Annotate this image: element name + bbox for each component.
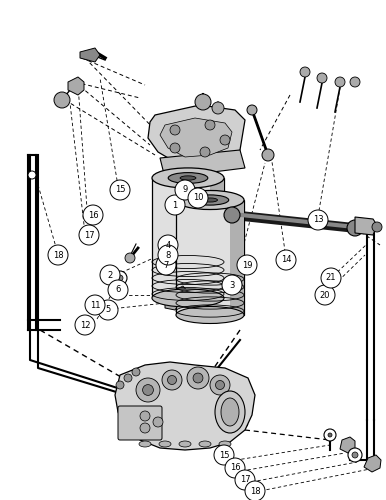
Text: 15: 15 [115, 186, 125, 194]
FancyBboxPatch shape [118, 406, 162, 440]
Text: 18: 18 [250, 486, 260, 496]
Circle shape [170, 143, 180, 153]
Circle shape [85, 295, 105, 315]
Text: 16: 16 [230, 464, 240, 472]
Circle shape [79, 225, 99, 245]
Circle shape [352, 452, 358, 458]
Circle shape [372, 222, 382, 232]
Circle shape [98, 300, 118, 320]
Circle shape [113, 271, 127, 285]
Text: 3: 3 [229, 280, 235, 289]
Circle shape [347, 220, 363, 236]
Circle shape [54, 92, 70, 108]
Text: 20: 20 [320, 290, 330, 300]
Polygon shape [165, 295, 180, 310]
Ellipse shape [159, 441, 171, 447]
Polygon shape [176, 200, 244, 315]
Polygon shape [160, 118, 232, 157]
Ellipse shape [180, 176, 196, 180]
Circle shape [116, 381, 124, 389]
Circle shape [158, 235, 178, 255]
Circle shape [117, 275, 123, 281]
Ellipse shape [179, 441, 191, 447]
Text: 2: 2 [107, 270, 113, 280]
Circle shape [235, 470, 255, 490]
Polygon shape [160, 150, 245, 178]
Circle shape [142, 384, 153, 396]
Circle shape [205, 120, 215, 130]
Circle shape [308, 210, 328, 230]
Text: 17: 17 [240, 476, 250, 484]
Circle shape [317, 73, 327, 83]
Text: 8: 8 [165, 250, 171, 260]
Text: 1: 1 [173, 200, 178, 209]
Text: 12: 12 [80, 320, 90, 330]
Polygon shape [210, 178, 224, 298]
Circle shape [28, 171, 36, 179]
Text: 10: 10 [193, 194, 203, 202]
Text: 17: 17 [84, 230, 94, 239]
Circle shape [100, 265, 120, 285]
Circle shape [335, 77, 345, 87]
Text: 14: 14 [281, 256, 291, 264]
Ellipse shape [191, 195, 229, 205]
Circle shape [214, 445, 234, 465]
Circle shape [187, 367, 209, 389]
Circle shape [170, 125, 180, 135]
Polygon shape [152, 178, 224, 298]
Polygon shape [364, 455, 381, 472]
Circle shape [328, 433, 332, 437]
Circle shape [195, 94, 211, 110]
Text: 15: 15 [219, 450, 229, 460]
Polygon shape [355, 217, 377, 235]
Ellipse shape [221, 398, 239, 426]
Circle shape [262, 149, 274, 161]
Polygon shape [80, 48, 100, 62]
Ellipse shape [219, 441, 231, 447]
Circle shape [132, 368, 140, 376]
Circle shape [315, 285, 335, 305]
Circle shape [48, 245, 68, 265]
Circle shape [188, 188, 208, 208]
Polygon shape [172, 286, 188, 302]
Ellipse shape [215, 391, 245, 433]
Circle shape [321, 268, 341, 288]
Text: 7: 7 [163, 260, 169, 270]
Polygon shape [340, 437, 355, 453]
Ellipse shape [152, 289, 224, 307]
Text: 9: 9 [182, 186, 188, 194]
Circle shape [276, 250, 296, 270]
Circle shape [225, 458, 245, 478]
Text: 5: 5 [105, 306, 111, 314]
Polygon shape [148, 105, 245, 165]
Circle shape [215, 380, 225, 390]
Circle shape [136, 378, 160, 402]
Circle shape [75, 315, 95, 335]
Circle shape [245, 481, 265, 500]
Circle shape [237, 255, 257, 275]
Ellipse shape [176, 190, 244, 210]
Circle shape [156, 255, 176, 275]
Circle shape [247, 105, 257, 115]
Circle shape [124, 374, 132, 382]
Ellipse shape [139, 441, 151, 447]
Ellipse shape [176, 306, 244, 324]
Text: 19: 19 [242, 260, 252, 270]
Circle shape [300, 67, 310, 77]
Circle shape [168, 376, 176, 384]
Circle shape [108, 280, 128, 300]
Circle shape [212, 102, 224, 114]
Circle shape [140, 411, 150, 421]
Polygon shape [115, 362, 255, 450]
Circle shape [140, 423, 150, 433]
Circle shape [165, 195, 185, 215]
Text: 4: 4 [165, 240, 171, 250]
Text: 13: 13 [313, 216, 323, 224]
Polygon shape [230, 200, 244, 315]
Circle shape [220, 135, 230, 145]
Circle shape [224, 207, 240, 223]
Circle shape [210, 375, 230, 395]
Ellipse shape [203, 198, 217, 202]
Ellipse shape [199, 441, 211, 447]
